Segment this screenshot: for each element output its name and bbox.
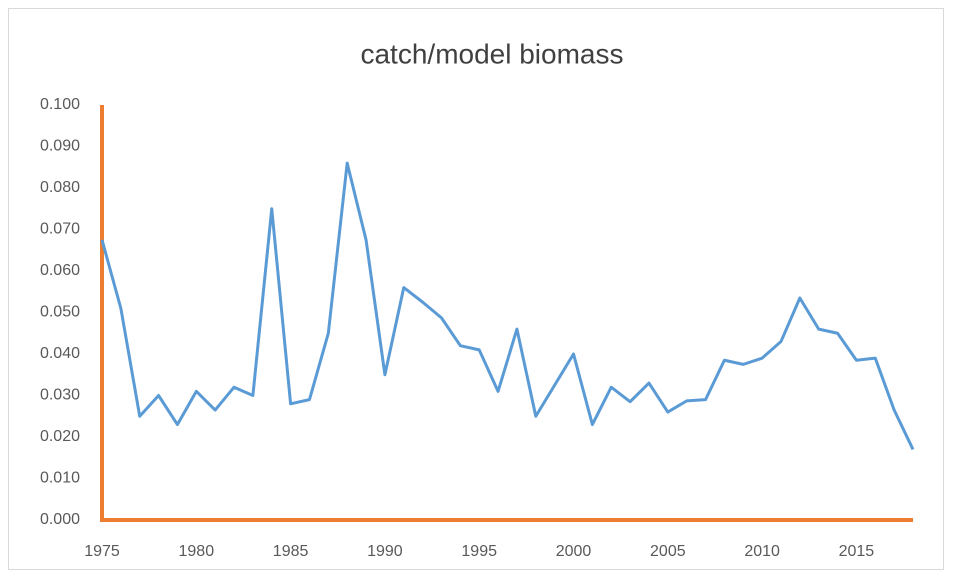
y-tick-label: 0.030 [40, 387, 80, 404]
x-tick-label: 1985 [273, 543, 309, 560]
y-tick-label: 0.020 [40, 428, 80, 445]
y-tick-label: 0.000 [40, 511, 80, 528]
y-tick-label: 0.040 [40, 345, 80, 362]
line-series [100, 161, 915, 451]
x-tick-label: 1975 [84, 543, 120, 560]
x-tick-label: 2015 [839, 543, 875, 560]
chart-border [8, 8, 944, 570]
y-tick-label: 0.090 [40, 138, 80, 155]
chart-title: catch/model biomass [360, 38, 623, 69]
y-tick-label: 0.010 [40, 470, 80, 487]
x-tick-label: 2000 [556, 543, 592, 560]
y-tick-label: 0.050 [40, 304, 80, 321]
x-tick-label: 1995 [461, 543, 497, 560]
y-tick-label: 0.070 [40, 221, 80, 238]
y-tick-label: 0.080 [40, 179, 80, 196]
x-tick-label: 1990 [367, 543, 403, 560]
y-tick-label: 0.060 [40, 262, 80, 279]
x-tick-label: 2010 [744, 543, 780, 560]
x-tick-label: 2005 [650, 543, 686, 560]
x-tick-label: 1980 [179, 543, 215, 560]
y-tick-label: 0.100 [40, 96, 80, 113]
